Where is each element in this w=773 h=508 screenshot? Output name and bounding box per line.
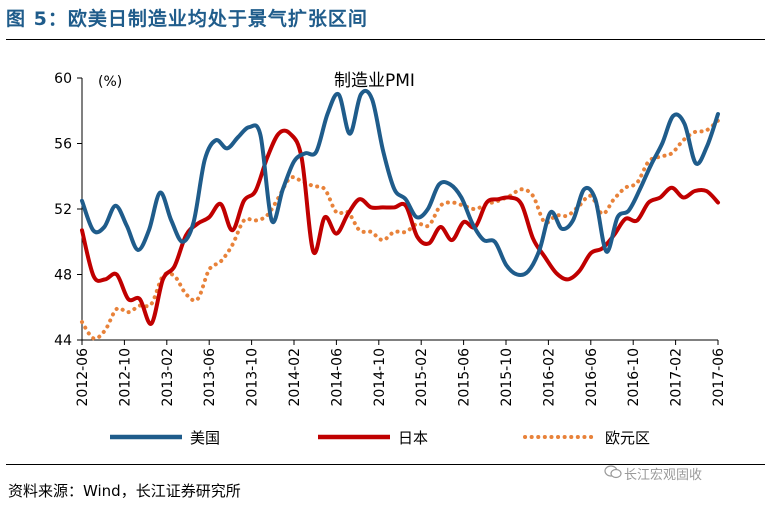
x-tick-label: 2014-10 xyxy=(372,348,388,407)
x-tick-label: 2015-10 xyxy=(499,348,515,407)
x-tick-label: 2013-02 xyxy=(160,348,176,407)
x-tick-label: 2017-02 xyxy=(669,348,685,407)
x-axis: 2012-06 2012-10 2013-02 2013-06 2013-10 2014-… xyxy=(75,340,727,407)
x-tick-label: 2016-10 xyxy=(626,348,642,407)
title-divider xyxy=(6,39,765,40)
x-tick-label: 2017-06 xyxy=(711,348,727,407)
x-tick-label: 2016-02 xyxy=(541,348,557,407)
y-tick-label: 52 xyxy=(54,202,72,218)
y-tick-label: 44 xyxy=(54,333,72,349)
y-tick-label: 60 xyxy=(54,71,72,87)
plot-frame xyxy=(81,78,718,341)
series-line-japan xyxy=(80,128,720,326)
legend-us-label: 美国 xyxy=(190,429,220,447)
x-tick-label: 2013-10 xyxy=(245,348,261,407)
figure-title: 图 5：欧美日制造业均处于景气扩张区间 xyxy=(6,8,368,30)
x-tick-label: 2012-10 xyxy=(117,348,133,407)
chart-title: 制造业PMI xyxy=(334,71,415,91)
y-axis: 44 48 52 56 60 xyxy=(54,71,82,349)
x-tick-label: 2015-02 xyxy=(414,348,430,407)
watermark-text: 长江宏观固收 xyxy=(624,468,703,483)
y-tick-label: 48 xyxy=(54,268,72,284)
x-tick-label: 2015-06 xyxy=(457,348,473,407)
legend-japan-label: 日本 xyxy=(398,429,428,447)
watermark: 长江宏观固收 xyxy=(604,464,702,483)
x-tick-label: 2012-06 xyxy=(75,348,91,407)
series-line-us xyxy=(80,88,720,278)
source-divider xyxy=(6,464,765,465)
x-tick-label: 2014-02 xyxy=(287,348,303,407)
y-axis-label: (%) xyxy=(98,74,122,90)
series-line-eurozone xyxy=(80,118,720,341)
wechat-icon xyxy=(604,465,622,483)
x-tick-label: 2016-06 xyxy=(584,348,600,407)
y-tick-label: 56 xyxy=(54,137,72,153)
source-note: 资料来源：Wind，长江证券研究所 xyxy=(8,482,241,500)
legend-eurozone-label: 欧元区 xyxy=(605,429,650,447)
x-tick-label: 2014-06 xyxy=(329,348,345,407)
legend: 美国 日本 欧元区 xyxy=(110,429,650,447)
series-layer xyxy=(80,88,720,341)
x-tick-label: 2013-06 xyxy=(202,348,218,407)
